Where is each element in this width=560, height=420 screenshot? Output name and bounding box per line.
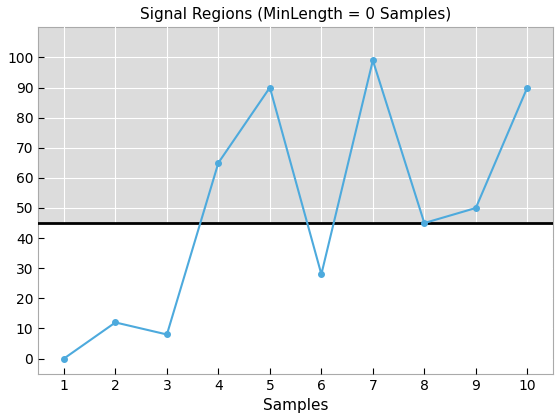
- X-axis label: Samples: Samples: [263, 398, 328, 413]
- Title: Signal Regions (MinLength = 0 Samples): Signal Regions (MinLength = 0 Samples): [140, 7, 451, 22]
- Bar: [38, 27, 553, 223]
